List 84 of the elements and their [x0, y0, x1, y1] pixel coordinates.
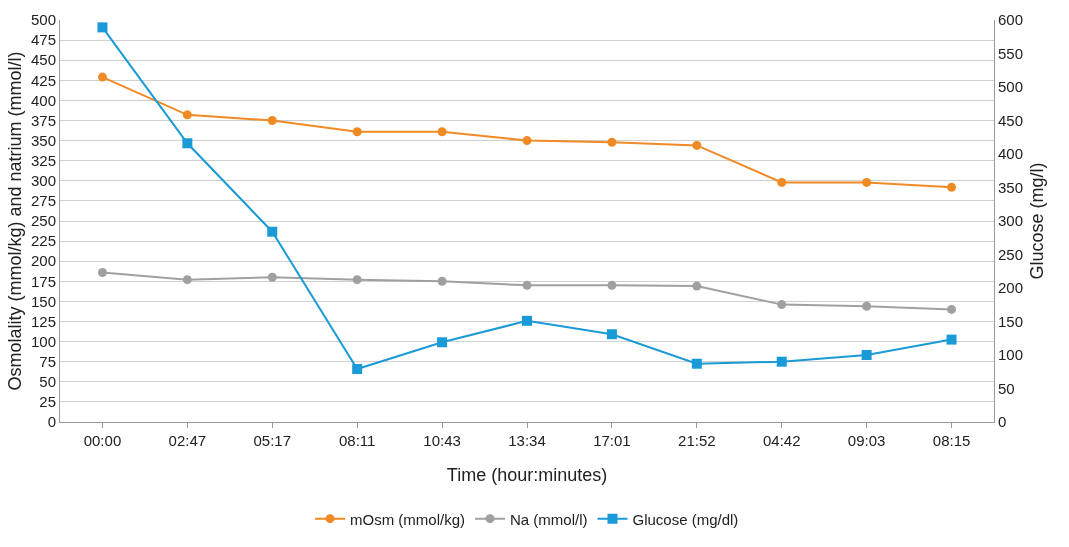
y2-tick-label: 600 [998, 11, 1024, 29]
point [267, 226, 278, 237]
y-tick-label: 75 [39, 352, 56, 370]
x-tick-label: 00:00 [83, 432, 122, 449]
y-tick-label: 325 [30, 151, 56, 169]
point [777, 300, 787, 310]
y-tick-label: 425 [30, 71, 56, 89]
point [862, 177, 872, 187]
point [607, 137, 617, 147]
point [691, 358, 702, 369]
point [437, 337, 448, 348]
y-tick-label: 300 [30, 172, 56, 190]
y-tick-label: 450 [30, 51, 56, 69]
point [861, 350, 872, 360]
y-axis-title: Osmolality (mmol/kg) and natrium (mmol/l) [5, 51, 26, 391]
legend-label: Glucose (mg/dl) [632, 510, 739, 528]
y2-tick-label: 250 [998, 245, 1024, 263]
y2-tick-label: 350 [998, 178, 1024, 196]
point [352, 275, 362, 285]
legend-label: mOsm (mmol/kg) [350, 510, 465, 528]
y2-tick-label: 450 [998, 111, 1024, 129]
y-tick-label: 200 [30, 252, 56, 270]
y-tick-label: 175 [30, 272, 56, 290]
point [776, 356, 787, 367]
y2-tick-label: 150 [998, 312, 1024, 330]
point [97, 267, 107, 277]
legend-label: Na (mmol/l) [510, 510, 588, 528]
point [946, 334, 957, 345]
point [182, 138, 193, 149]
y-tick-label: 150 [30, 292, 56, 310]
x-tick-label: 17:01 [593, 432, 631, 449]
y-tick-label: 50 [39, 373, 56, 391]
point [97, 22, 108, 33]
x-tick-label: 10:43 [423, 432, 461, 449]
point [437, 127, 447, 137]
point [607, 280, 617, 290]
point [862, 301, 872, 311]
y2-tick-label: 0 [998, 413, 1007, 431]
y-tick-label: 375 [30, 111, 56, 129]
x-tick-label: 08:15 [932, 432, 971, 449]
x-tick-label: 05:17 [253, 432, 292, 449]
y2-tick-label: 500 [998, 78, 1024, 96]
y-tick-label: 475 [30, 31, 56, 49]
point [522, 280, 532, 290]
y-tick-label: 250 [30, 212, 56, 230]
y2-tick-label: 50 [998, 379, 1015, 397]
point [777, 177, 787, 187]
point [692, 140, 702, 150]
point [522, 315, 532, 326]
x-tick-label: 13:34 [508, 432, 546, 449]
y2-tick-label: 550 [998, 44, 1024, 62]
point [947, 182, 957, 192]
y-tick-label: 25 [39, 393, 56, 411]
x-tick-label: 08:11 [338, 432, 376, 449]
y2-axis-title: Glucose (mg/l) [1027, 162, 1048, 280]
y2-tick-label: 200 [998, 279, 1024, 297]
y-tick-label: 100 [30, 332, 56, 350]
y-tick-label: 125 [30, 312, 56, 330]
x-tick-label: 21:52 [678, 432, 716, 449]
y-tick-label: 225 [30, 232, 56, 250]
point [606, 329, 617, 340]
point [97, 72, 107, 82]
point [267, 272, 277, 282]
y-tick-label: 350 [30, 131, 56, 149]
point [692, 281, 702, 291]
y2-tick-label: 100 [998, 346, 1024, 364]
y-tick-label: 400 [30, 91, 56, 109]
x-tick-label: 04:42 [762, 432, 801, 449]
y-tick-label: 0 [47, 413, 56, 431]
point [267, 116, 277, 125]
point [352, 127, 362, 137]
y-tick-label: 500 [30, 11, 56, 29]
point [437, 276, 447, 286]
x-tick-label: 09:03 [847, 432, 886, 449]
y2-tick-label: 300 [998, 212, 1024, 230]
x-tick-label: 02:47 [168, 432, 207, 449]
point [182, 275, 192, 285]
y-tick-label: 275 [30, 192, 56, 210]
point [947, 304, 957, 314]
point [522, 136, 532, 146]
point [182, 110, 192, 120]
x-axis-title: Time (hour:minutes) [446, 465, 608, 486]
point [352, 364, 363, 375]
y2-tick-label: 400 [998, 145, 1024, 163]
